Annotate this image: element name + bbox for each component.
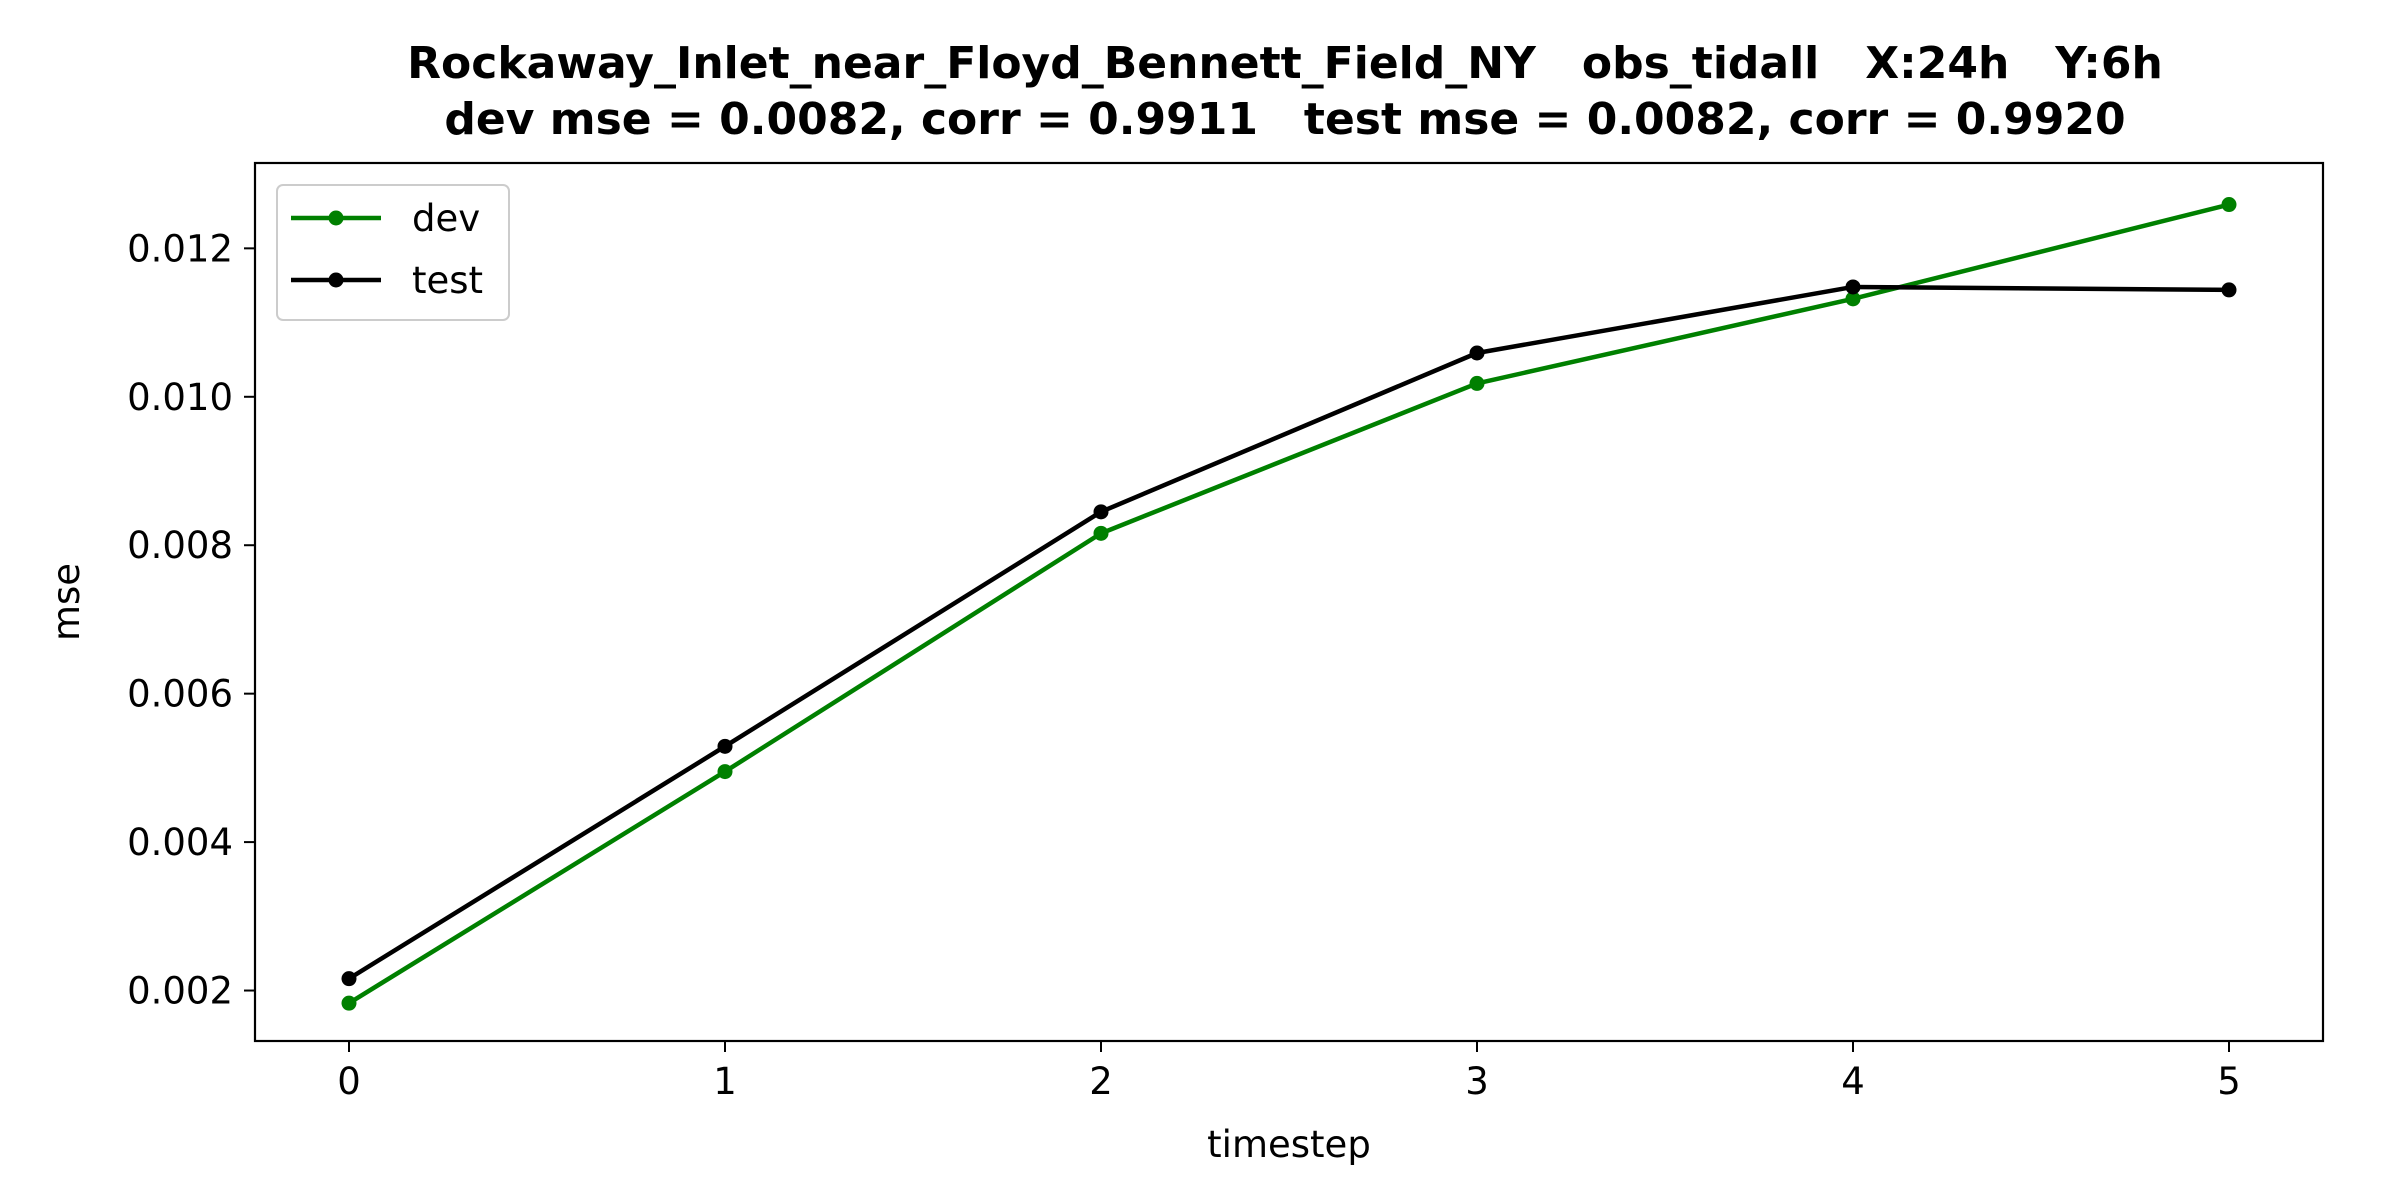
- data-point-dev-1: [717, 764, 733, 780]
- x-tick-label: 3: [1465, 1060, 1489, 1103]
- x-axis-label: timestep: [1207, 1123, 1371, 1166]
- chart-title-line1: Rockaway_Inlet_near_Floyd_Bennett_Field_…: [407, 38, 2163, 89]
- x-tick-label: 0: [337, 1060, 361, 1103]
- data-point-test-2: [1093, 504, 1109, 520]
- data-point-dev-4: [1845, 291, 1861, 307]
- data-point-dev-2: [1093, 525, 1109, 541]
- x-tick-label: 2: [1089, 1060, 1113, 1103]
- y-tick-label: 0.012: [127, 227, 233, 270]
- series-layer: [341, 197, 2237, 1011]
- legend: dev test: [276, 184, 510, 321]
- data-point-dev-5: [2221, 197, 2237, 213]
- y-axis-label: mse: [45, 563, 88, 641]
- x-tick-label: 1: [713, 1060, 737, 1103]
- legend-label-test: test: [412, 259, 483, 302]
- data-point-test-0: [341, 971, 357, 987]
- data-point-test-5: [2221, 282, 2237, 298]
- x-axis-ticks: 0 1 2 3 4 5: [337, 1041, 2241, 1103]
- y-tick-label: 0.004: [127, 821, 233, 864]
- y-tick-label: 0.006: [127, 673, 233, 716]
- data-point-test-4: [1845, 279, 1861, 295]
- legend-label-dev: dev: [412, 197, 480, 240]
- chart-title-line2: dev mse = 0.0082, corr = 0.9911 test mse…: [444, 94, 2125, 145]
- data-point-dev-0: [341, 995, 357, 1011]
- data-point-test-3: [1469, 345, 1485, 361]
- y-tick-label: 0.010: [127, 376, 233, 419]
- data-point-test-1: [717, 738, 733, 754]
- x-tick-label: 5: [2217, 1060, 2241, 1103]
- data-point-dev-3: [1469, 375, 1485, 391]
- series-line-dev: [345, 201, 2232, 1007]
- y-tick-label: 0.002: [127, 970, 233, 1013]
- plot-area: [253, 161, 2325, 1043]
- series-line-test: [345, 284, 2232, 982]
- x-tick-label: 4: [1841, 1060, 1865, 1103]
- legend-marker-test: [328, 272, 344, 288]
- y-axis-ticks: 0.002 0.004 0.006 0.008 0.010 0.012: [127, 227, 255, 1013]
- legend-marker-dev: [328, 210, 344, 226]
- y-tick-label: 0.008: [127, 524, 233, 567]
